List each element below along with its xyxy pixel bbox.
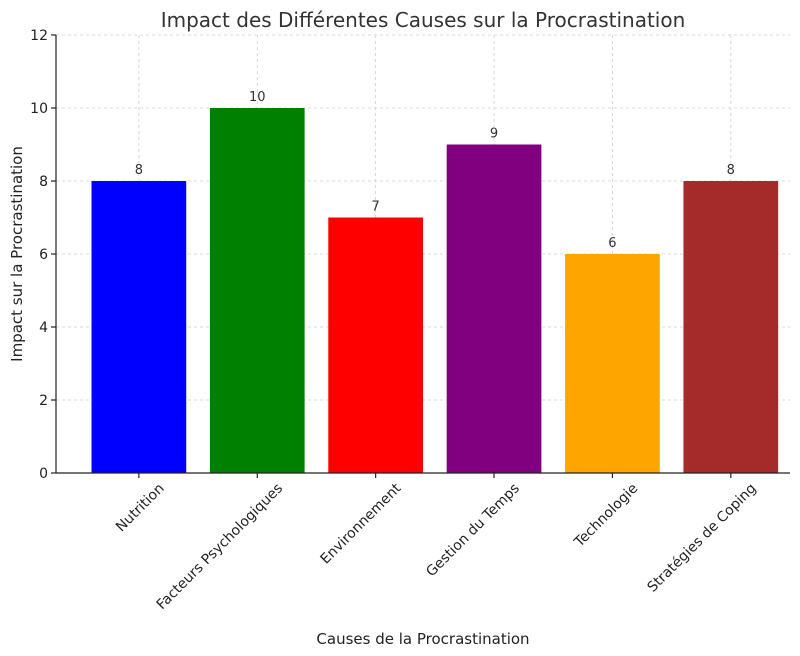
x-tick-label: Environnement xyxy=(318,480,405,567)
bar-value-label: 9 xyxy=(490,127,498,142)
bar-value-label: 6 xyxy=(608,236,616,251)
y-tick-label: 12 xyxy=(30,28,48,44)
y-tick-label: 8 xyxy=(39,174,48,190)
chart-title: Impact des Différentes Causes sur la Pro… xyxy=(161,8,686,32)
x-axis-label: Causes de la Procrastination xyxy=(316,630,529,648)
value-labels: 8 10 7 9 6 8 xyxy=(135,90,735,251)
y-axis-ticks: 0 2 4 6 8 10 12 xyxy=(30,28,56,482)
y-tick-label: 4 xyxy=(39,320,48,336)
bar xyxy=(91,181,187,473)
bar-value-label: 8 xyxy=(727,163,735,178)
x-tick-label: Facteurs Psychologiques xyxy=(154,481,286,613)
x-tick-label: Technologie xyxy=(571,481,641,551)
bar xyxy=(683,181,779,473)
bar-value-label: 7 xyxy=(372,200,380,215)
bar-value-label: 10 xyxy=(249,90,266,105)
bar-value-label: 8 xyxy=(135,163,143,178)
x-tick-label: Gestion du Temps xyxy=(423,481,523,581)
y-tick-label: 10 xyxy=(30,101,48,117)
y-tick-label: 0 xyxy=(39,466,48,482)
x-tick-label: Stratégies de Coping xyxy=(645,481,760,596)
bars xyxy=(91,108,779,473)
bar xyxy=(446,144,542,473)
x-tick-label: Nutrition xyxy=(113,481,168,536)
y-tick-label: 2 xyxy=(39,393,48,409)
y-tick-label: 6 xyxy=(39,247,48,263)
bar xyxy=(328,217,423,473)
y-axis-label: Impact sur la Procrastination xyxy=(8,146,26,362)
bar xyxy=(209,108,305,473)
bar xyxy=(565,254,660,473)
